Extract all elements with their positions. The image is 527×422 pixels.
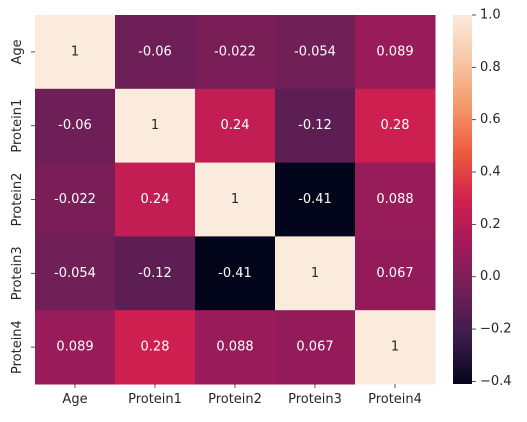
colorbar-tick-label-6: 0.8	[480, 60, 501, 75]
heatmap-cell-1-2	[195, 88, 276, 164]
heatmap-cell-3-4	[355, 236, 436, 311]
cell-label-0-4: 0.089	[376, 44, 413, 59]
heatmap-cell-4-3	[275, 310, 356, 385]
cell-label-2-1: 0.24	[141, 192, 170, 207]
heatmap-cell-3-0	[35, 236, 116, 311]
y-tick-label-2: Protein2	[10, 173, 25, 227]
x-axis: Age Protein1 Protein2 Protein3 Protein4	[62, 384, 422, 407]
heatmap-cell-2-4	[355, 162, 436, 237]
cell-label-1-4: 0.28	[381, 118, 410, 133]
cell-label-0-2: -0.022	[214, 44, 256, 59]
cell-label-3-3: 1	[311, 266, 319, 281]
x-tick-label-1: Protein1	[128, 392, 182, 407]
cell-label-2-4: 0.088	[376, 192, 413, 207]
y-tick-label-0: Age	[10, 39, 25, 64]
heatmap-cell-4-0	[35, 310, 116, 385]
heatmap-cells	[35, 15, 436, 385]
colorbar-tick-label-5: 0.6	[480, 112, 501, 127]
heatmap-cell-labels: 1 -0.06 -0.022 -0.054 0.089 -0.06 1 0.24 -0.12 0.…	[54, 44, 414, 354]
cell-label-2-2: 1	[231, 192, 239, 207]
x-tick-label-4: Protein4	[368, 392, 422, 407]
cell-label-0-0: 1	[71, 44, 79, 59]
colorbar-gradient	[453, 15, 472, 384]
heatmap-cell-2-1	[115, 162, 196, 237]
cell-label-1-2: 0.24	[221, 118, 250, 133]
cell-label-0-3: -0.054	[294, 44, 336, 59]
heatmap-cell-0-2	[195, 15, 276, 90]
cell-label-4-4: 1	[391, 340, 399, 355]
heatmap-cell-2-3	[275, 162, 356, 237]
colorbar-tick-label-1: −0.2	[480, 322, 512, 337]
y-tick-label-4: Protein4	[10, 320, 25, 374]
heatmap-cell-4-1	[115, 310, 196, 385]
cell-label-1-3: -0.12	[298, 118, 332, 133]
x-tick-label-3: Protein3	[288, 392, 342, 407]
heatmap-cell-2-0	[35, 162, 116, 237]
cell-label-3-2: -0.41	[218, 266, 252, 281]
cell-label-4-1: 0.28	[141, 340, 170, 355]
heatmap-cell-1-0	[35, 88, 116, 164]
colorbar-ticks: −0.4 −0.2 0.0 0.2 0.4 0.6 0.8 1.0	[472, 8, 512, 389]
heatmap-cell-2-2	[195, 162, 276, 237]
cell-label-4-3: 0.067	[296, 340, 333, 355]
colorbar-tick-label-0: −0.4	[480, 374, 512, 389]
heatmap-cell-3-1	[115, 236, 196, 311]
heatmap-cell-1-1	[115, 88, 196, 164]
heatmap-cell-0-3	[275, 15, 356, 90]
colorbar-tick-label-4: 0.4	[480, 165, 501, 180]
heatmap-cell-0-1	[115, 15, 196, 90]
colorbar-tick-label-2: 0.0	[480, 269, 501, 284]
cell-label-2-0: -0.022	[54, 192, 96, 207]
x-tick-label-2: Protein2	[208, 392, 262, 407]
cell-label-0-1: -0.06	[138, 44, 172, 59]
cell-label-3-0: -0.054	[54, 266, 96, 281]
heatmap-cell-1-4	[355, 88, 436, 164]
y-tick-label-3: Protein3	[10, 246, 25, 300]
cell-label-4-2: 0.088	[216, 340, 253, 355]
heatmap-cell-3-3	[275, 236, 356, 311]
colorbar-tick-label-3: 0.2	[480, 217, 501, 232]
y-axis: Age Protein1 Protein2 Protein3 Protein4	[10, 39, 35, 374]
heatmap-cell-4-4	[355, 310, 436, 385]
colorbar	[453, 15, 472, 384]
cell-label-4-0: 0.089	[56, 340, 93, 355]
cell-label-1-1: 1	[151, 118, 159, 133]
cell-label-2-3: -0.41	[298, 192, 332, 207]
heatmap-cell-4-2	[195, 310, 276, 385]
heatmap-cell-1-3	[275, 88, 356, 164]
heatmap-cell-3-2	[195, 236, 276, 311]
cell-label-3-1: -0.12	[138, 266, 172, 281]
x-tick-label-0: Age	[62, 392, 87, 407]
heatmap-cell-0-4	[355, 15, 436, 90]
cell-label-3-4: 0.067	[376, 266, 413, 281]
cell-label-1-0: -0.06	[58, 118, 92, 133]
heatmap-cell-0-0	[35, 15, 116, 90]
colorbar-tick-label-7: 1.0	[480, 8, 501, 23]
y-tick-label-1: Protein1	[10, 99, 25, 153]
